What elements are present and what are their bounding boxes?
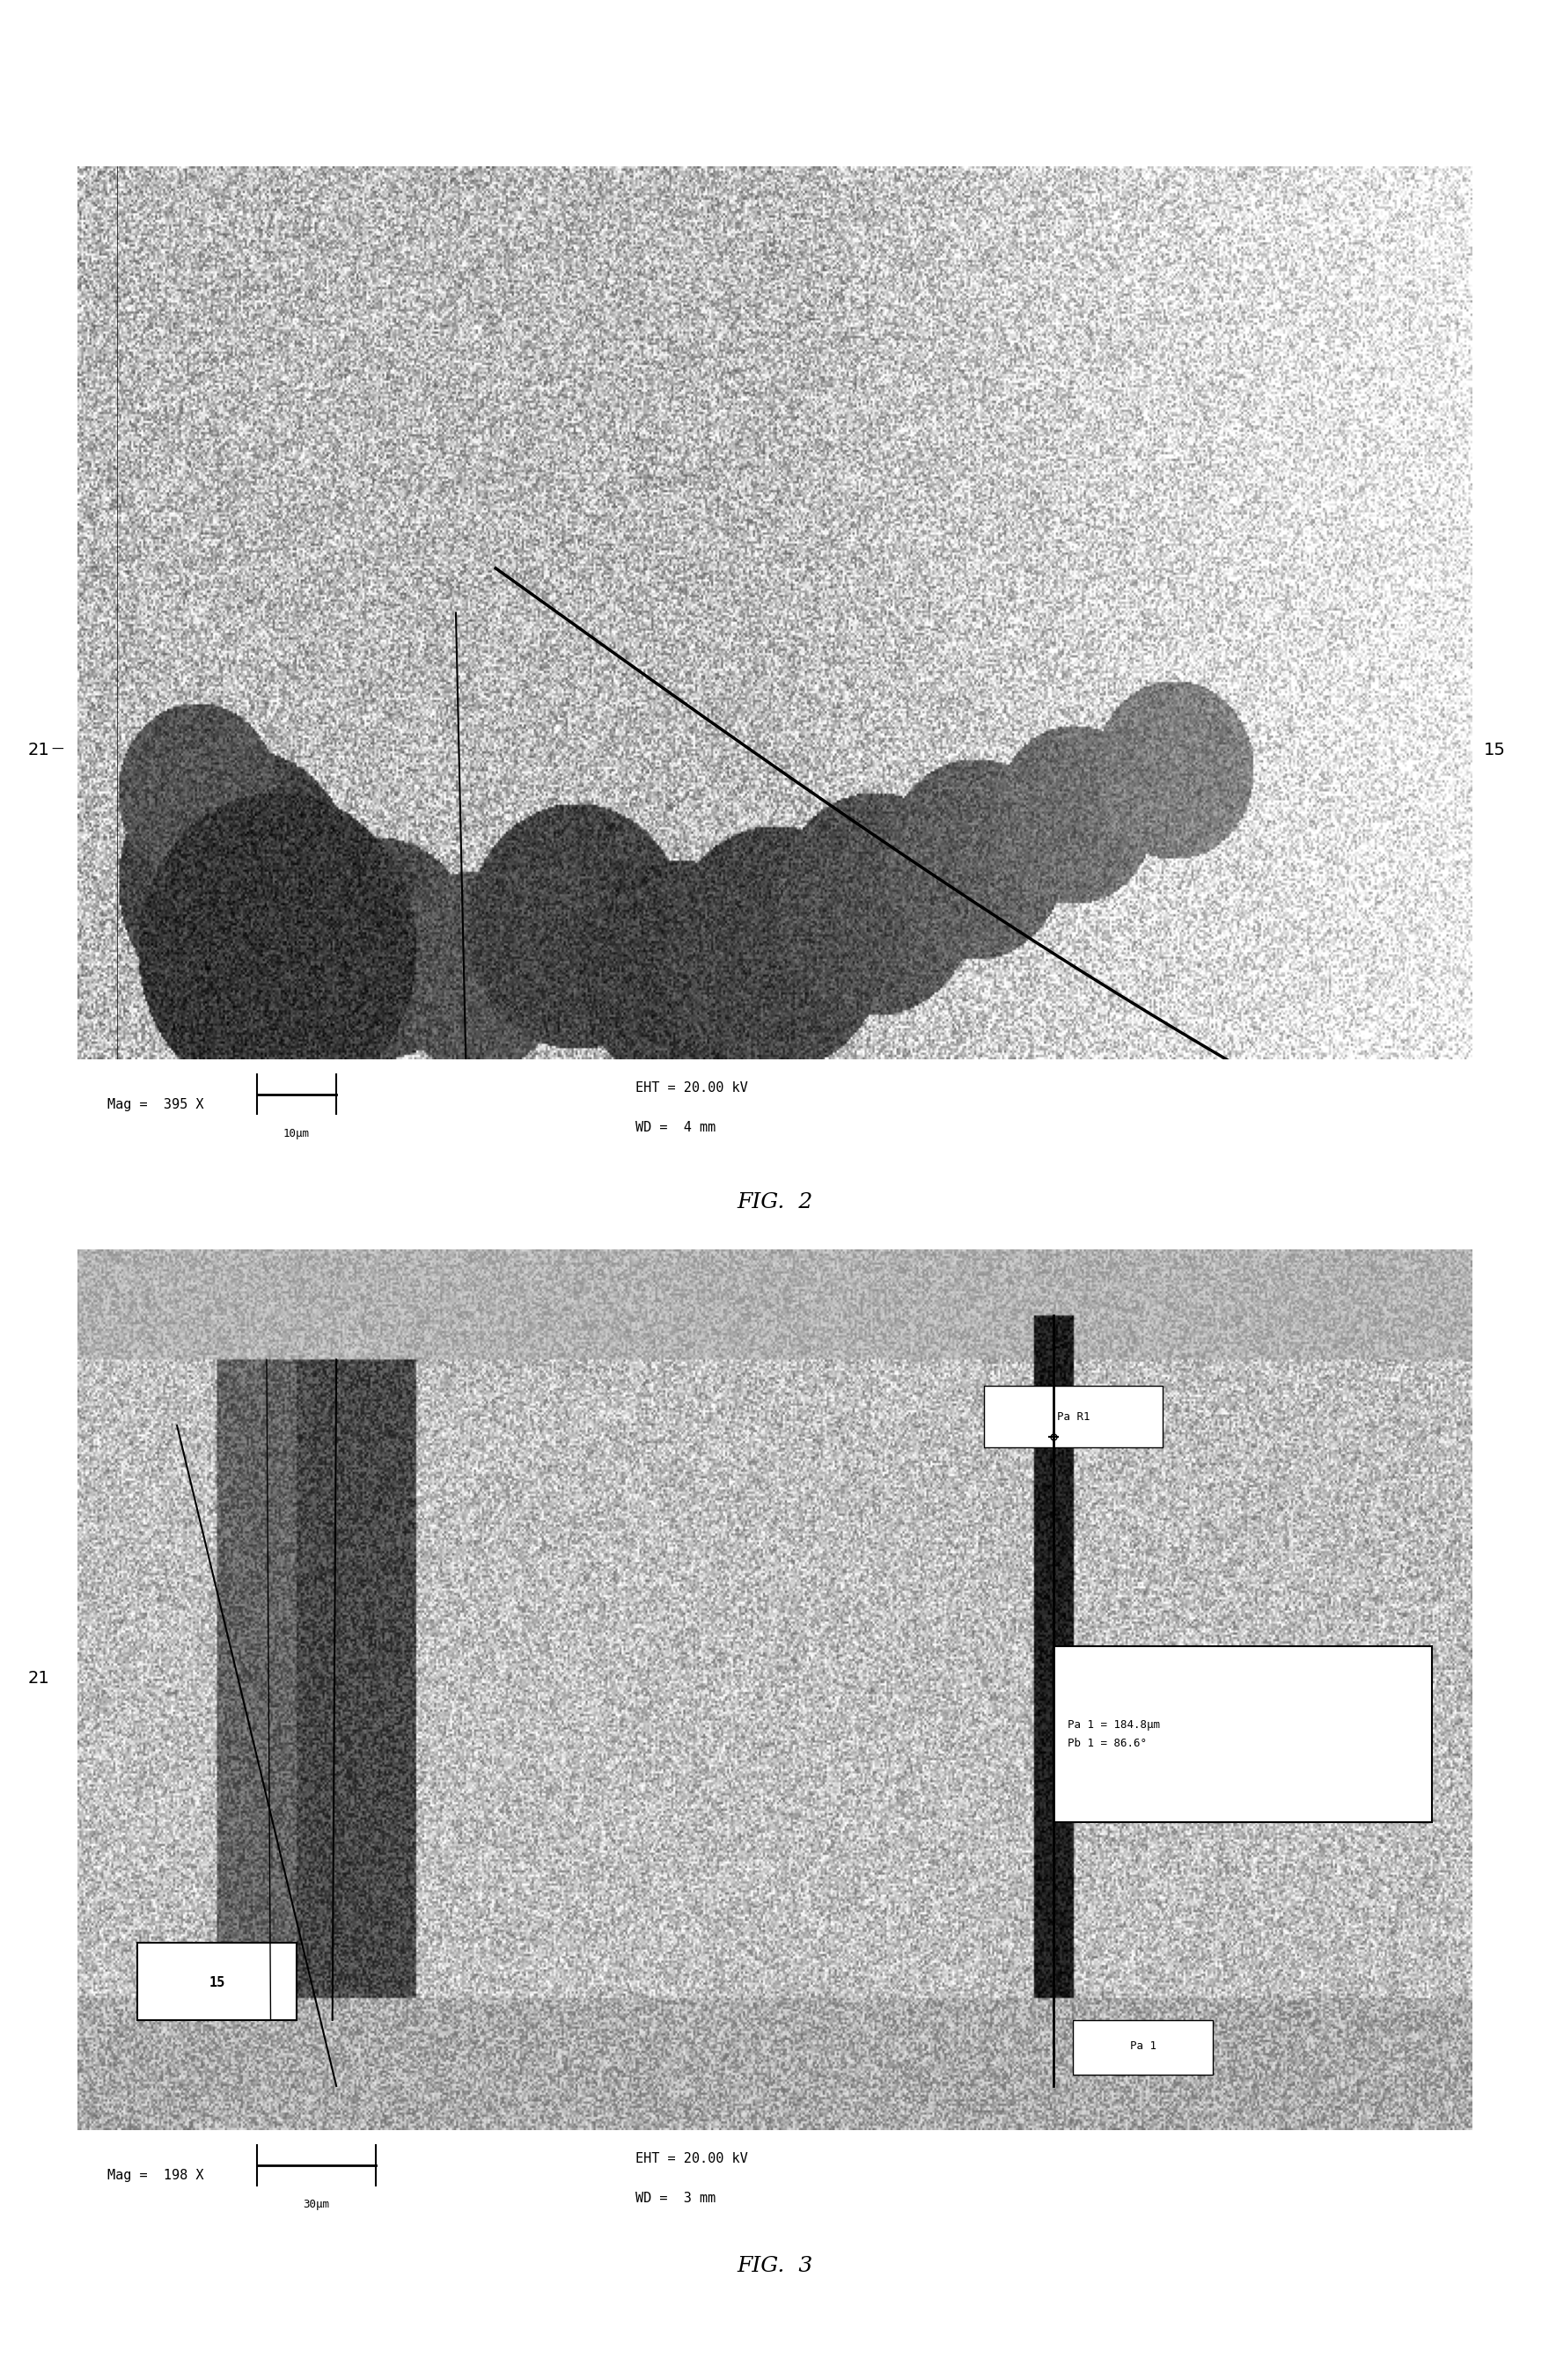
Text: Pa 1: Pa 1 (1129, 2040, 1156, 2052)
Text: WD =  4 mm: WD = 4 mm (635, 1121, 716, 1135)
Text: EHT = 20.00 kV: EHT = 20.00 kV (635, 1081, 748, 1095)
Text: 21: 21 (28, 740, 50, 759)
Text: 10μm: 10μm (283, 1128, 310, 1140)
Text: —: — (51, 743, 64, 757)
Bar (1053, 1647, 1431, 1823)
Text: Pa R1: Pa R1 (1056, 1411, 1090, 1423)
Bar (138, 1942, 296, 2021)
Text: Mag =  198 X: Mag = 198 X (107, 2168, 204, 2182)
Text: 30μm: 30μm (304, 2199, 330, 2211)
Text: 21: 21 (28, 1668, 50, 1687)
Text: Pa 1 = 184.8μm
Pb 1 = 86.6°: Pa 1 = 184.8μm Pb 1 = 86.6° (1067, 1718, 1160, 1749)
Text: EHT = 20.00 kV: EHT = 20.00 kV (635, 2152, 748, 2166)
Text: 15: 15 (1484, 740, 1506, 759)
Text: 15: 15 (209, 1975, 225, 1990)
Text: Mag =  395 X: Mag = 395 X (107, 1097, 204, 1111)
Text: WD =  3 mm: WD = 3 mm (635, 2192, 716, 2206)
Text: FIG.  2: FIG. 2 (736, 1192, 813, 1211)
Bar (984, 1385, 1163, 1447)
Text: FIG.  3: FIG. 3 (736, 2256, 813, 2275)
Bar (1073, 2021, 1213, 2075)
